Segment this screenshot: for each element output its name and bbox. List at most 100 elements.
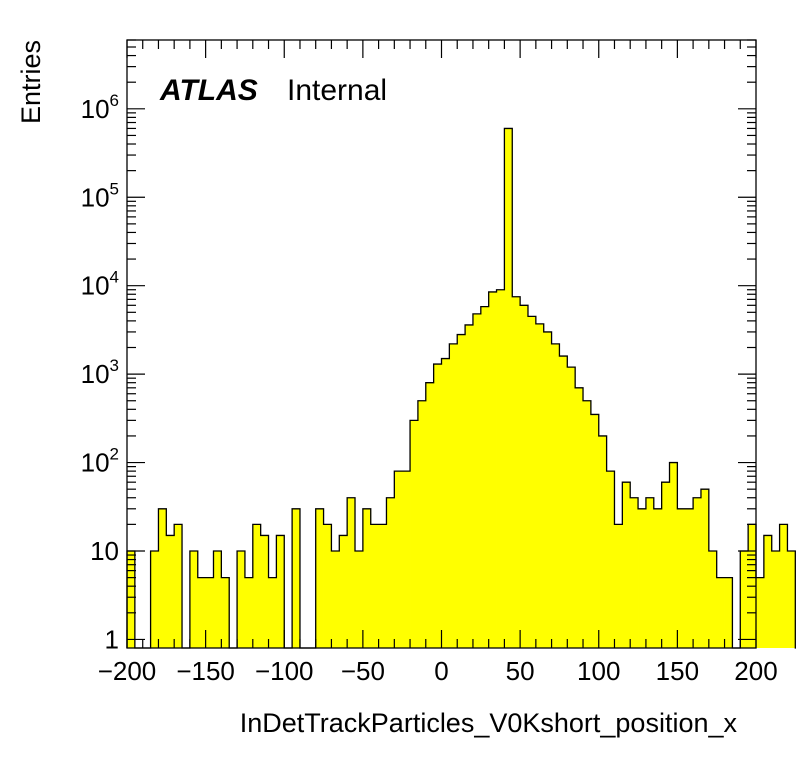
histogram-bin (166, 535, 175, 648)
histogram-bin (362, 508, 372, 648)
histogram-bin (779, 524, 788, 648)
histogram-bin (433, 364, 442, 648)
histogram-bin (614, 524, 623, 648)
histogram-bin (449, 343, 458, 648)
histogram-bin (150, 550, 159, 648)
histogram-bin (465, 324, 474, 648)
histogram-bin (237, 550, 246, 648)
histogram-bin (221, 577, 230, 648)
x-tick-label: 50 (506, 656, 535, 686)
histogram-bin (472, 313, 482, 648)
histogram-bin (630, 497, 639, 648)
histogram-bin (394, 471, 403, 648)
histogram-bin (677, 508, 686, 648)
histogram-bin (189, 550, 199, 648)
y-tick-label: 105 (81, 179, 119, 212)
histogram-bin (575, 387, 584, 648)
histogram-bin (127, 550, 136, 648)
histogram-bin (488, 291, 497, 648)
histogram-bin (661, 482, 670, 648)
y-tick-label: 102 (81, 445, 119, 478)
histogram-bin (441, 358, 450, 648)
histogram-bin (496, 289, 505, 648)
histogram-bin (339, 535, 348, 648)
histogram-bin (535, 323, 545, 648)
histogram-bin (244, 577, 254, 648)
histogram-bin (323, 524, 332, 648)
histogram-bin (645, 497, 655, 648)
histogram-bars (127, 128, 796, 649)
histogram-bin (543, 331, 552, 648)
histogram-bin (504, 128, 513, 649)
x-tick-label: −200 (98, 656, 157, 686)
x-axis-title: InDetTrackParticles_V0Kshort_position_x (240, 708, 738, 738)
histogram-bin (410, 420, 419, 648)
y-tick-label: 1 (105, 624, 119, 654)
histogram-bin (205, 577, 214, 648)
x-tick-label: 150 (656, 656, 699, 686)
y-tick-label: 104 (81, 268, 119, 301)
histogram-bin (771, 550, 780, 648)
y-axis-title: Entries (16, 40, 46, 124)
histogram-bin (520, 305, 529, 648)
histogram-bin (708, 550, 718, 648)
y-tick-label: 103 (81, 356, 119, 389)
histogram-bin (158, 508, 167, 648)
histogram-bin (763, 535, 773, 648)
histogram-bin (583, 400, 592, 648)
histogram-bin (276, 535, 285, 648)
plot-frame (126, 39, 757, 649)
histogram-bin (740, 550, 749, 648)
histogram-bin (315, 508, 324, 648)
histogram-bin (685, 508, 694, 648)
x-tick-labels: −200 −150 −100 −50 0 50 100 150 200 (98, 656, 778, 686)
histogram-bin (787, 550, 796, 648)
histogram-bin (355, 550, 364, 648)
histogram-bin (638, 508, 647, 648)
histogram-bin (480, 306, 490, 648)
histogram-bin (347, 497, 356, 648)
histogram-bin (590, 414, 600, 648)
atlas-label: ATLAS (159, 74, 258, 107)
histogram-bin (457, 334, 466, 648)
histogram-bin (331, 550, 340, 648)
y-tick-labels: 1 10 102 103 104 105 106 (81, 91, 119, 655)
histogram-bin (653, 508, 663, 648)
y-tick-label: 106 (81, 91, 119, 124)
x-tick-label: 200 (734, 656, 777, 686)
histogram-bin (268, 577, 277, 648)
histogram-bin (606, 471, 615, 648)
histogram-bin (197, 577, 207, 648)
histogram-bin (716, 577, 725, 648)
y-tick-label: 10 (90, 536, 119, 566)
histogram-bin (425, 382, 435, 648)
histogram-bin (622, 482, 631, 648)
histogram-bin (174, 524, 183, 648)
histogram-bin (260, 535, 269, 648)
x-tick-label: 100 (577, 656, 620, 686)
histogram-bin (292, 508, 301, 648)
internal-label: Internal (287, 74, 387, 107)
histogram-bin (559, 356, 568, 648)
histogram-bin (598, 435, 608, 648)
histogram-bin (567, 367, 576, 648)
histogram-bin (378, 524, 387, 648)
histogram-bin (724, 577, 733, 648)
histogram-bin (669, 462, 678, 648)
histogram-bin (252, 524, 262, 648)
histogram-bin (527, 316, 537, 648)
histogram-bin (693, 497, 702, 648)
histogram-bin (370, 524, 379, 648)
x-tick-label: −100 (255, 656, 314, 686)
histogram-bin (213, 550, 222, 648)
x-tick-label: −50 (341, 656, 385, 686)
x-tick-label: −150 (176, 656, 235, 686)
histogram-bin (756, 577, 765, 648)
histogram-bin (402, 471, 411, 648)
histogram-bin (417, 400, 427, 648)
histogram-bin (386, 497, 395, 648)
axis-ticks (126, 39, 757, 648)
x-tick-label: 0 (434, 656, 448, 686)
histogram-bin (551, 343, 560, 648)
